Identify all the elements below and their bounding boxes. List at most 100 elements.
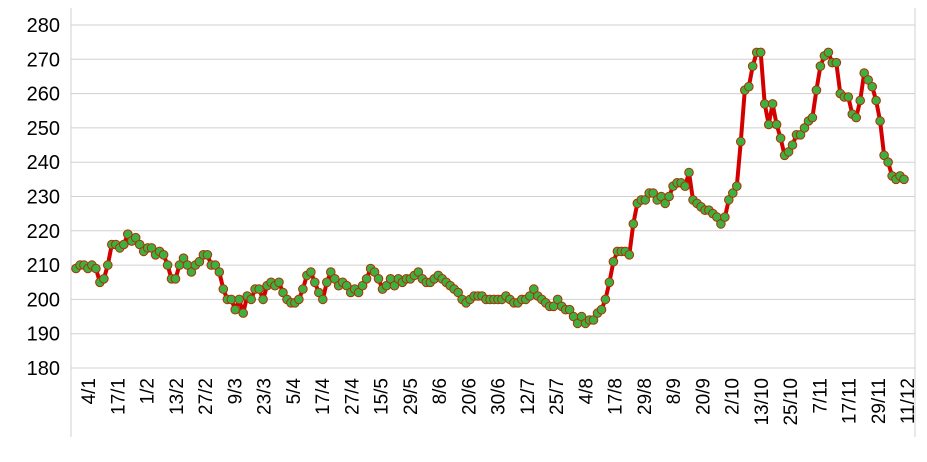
- data-point: [258, 294, 268, 305]
- x-tick-label: 11/12: [898, 378, 919, 424]
- data-point: [720, 212, 730, 222]
- y-tick-label: 250: [27, 118, 60, 140]
- data-point: [831, 57, 842, 68]
- x-tick-label: 17/1: [108, 378, 129, 415]
- x-tick-label: 27/2: [196, 378, 217, 415]
- data-point: [230, 304, 240, 315]
- data-point: [274, 277, 284, 288]
- data-point: [684, 167, 694, 178]
- data-point: [373, 274, 384, 284]
- y-tick-label: 270: [27, 49, 60, 71]
- data-point: [218, 284, 229, 294]
- x-axis-tick-labels: 4/1 17/1 1/2 13/2 27/2 9/3 23/3 5/4 17/4 27/4 15/5…: [79, 378, 919, 426]
- data-point: [170, 274, 181, 284]
- data-point: [298, 284, 308, 294]
- data-point: [214, 267, 225, 277]
- data-point: [763, 119, 774, 130]
- y-axis-tick-labels: 180 190 200 210 220 230 240 250 260 270 280: [27, 15, 60, 380]
- x-tick-label: 2/10: [723, 378, 744, 415]
- data-point: [306, 267, 316, 277]
- data-point: [103, 260, 113, 270]
- data-point: [855, 95, 866, 106]
- data-point: [322, 277, 332, 288]
- data-point: [867, 81, 878, 92]
- data-point: [158, 250, 169, 260]
- data-point: [811, 85, 822, 95]
- data-point: [624, 250, 635, 260]
- x-tick-label: 29/8: [635, 378, 656, 415]
- x-tick-label: 20/6: [459, 378, 480, 415]
- data-point: [99, 274, 109, 284]
- y-tick-label: 210: [27, 255, 60, 277]
- x-tick-label: 17/4: [313, 378, 334, 415]
- data-point: [202, 250, 213, 260]
- x-tick-label: 25/7: [547, 378, 568, 415]
- data-point: [226, 294, 237, 305]
- y-tick-label: 180: [27, 358, 60, 380]
- data-point: [815, 61, 826, 71]
- y-tick-label: 240: [27, 152, 60, 174]
- x-tick-label: 9/3: [225, 378, 246, 404]
- data-point: [787, 140, 798, 150]
- data-point: [608, 256, 619, 267]
- data-point: [807, 112, 818, 123]
- x-tick-label: 13/2: [167, 378, 188, 415]
- series-markers: [71, 47, 909, 329]
- data-point: [823, 47, 834, 58]
- series-line: [74, 50, 906, 326]
- data-point: [759, 99, 770, 109]
- data-point: [318, 294, 328, 305]
- x-tick-label: 1/2: [138, 378, 159, 404]
- data-point: [664, 191, 674, 202]
- data-point: [238, 308, 248, 318]
- x-tick-label: 5/4: [284, 378, 305, 405]
- data-point: [361, 274, 372, 284]
- data-point: [596, 304, 607, 315]
- data-point: [899, 174, 909, 185]
- x-tick-label: 4/1: [79, 378, 100, 404]
- x-tick-label: 29/5: [401, 378, 422, 415]
- data-point: [732, 181, 742, 191]
- data-point: [680, 181, 690, 191]
- data-point: [162, 260, 173, 270]
- x-tick-label: 7/11: [810, 378, 831, 414]
- x-tick-label: 20/9: [693, 378, 714, 415]
- x-tick-label: 12/7: [518, 378, 539, 415]
- y-tick-label: 280: [27, 15, 60, 37]
- x-tick-label: 4/8: [576, 378, 597, 404]
- y-tick-label: 220: [27, 221, 60, 243]
- gridlines: [71, 24, 915, 369]
- data-point: [294, 294, 304, 305]
- x-tick-label: 25/10: [781, 378, 802, 426]
- y-tick-label: 230: [27, 187, 60, 209]
- x-tick-label: 27/4: [342, 378, 363, 415]
- data-point: [775, 133, 786, 143]
- x-tick-label: 23/3: [255, 378, 276, 415]
- data-point: [600, 294, 611, 305]
- x-tick-label: 17/8: [606, 378, 627, 415]
- data-point: [119, 239, 129, 250]
- x-tick-label: 17/11: [840, 378, 861, 424]
- data-point: [871, 95, 881, 106]
- y-tick-label: 190: [27, 324, 60, 346]
- x-tick-label: 8/6: [430, 378, 451, 404]
- data-point: [234, 294, 244, 305]
- x-tick-label: 30/6: [489, 378, 510, 415]
- data-point: [767, 99, 778, 109]
- x-tick-label: 13/10: [752, 378, 773, 426]
- data-point: [875, 116, 885, 126]
- y-tick-label: 200: [27, 289, 60, 311]
- data-point: [744, 81, 754, 92]
- data-point: [771, 119, 782, 130]
- data-point: [628, 219, 639, 229]
- data-point: [851, 112, 862, 123]
- data-point: [310, 277, 320, 288]
- data-point: [755, 47, 766, 58]
- data-point: [246, 294, 256, 305]
- x-tick-label: 8/9: [664, 378, 685, 404]
- y-tick-label: 260: [27, 84, 60, 106]
- data-point: [747, 61, 758, 71]
- data-point: [843, 92, 854, 102]
- x-tick-label: 29/11: [869, 378, 890, 424]
